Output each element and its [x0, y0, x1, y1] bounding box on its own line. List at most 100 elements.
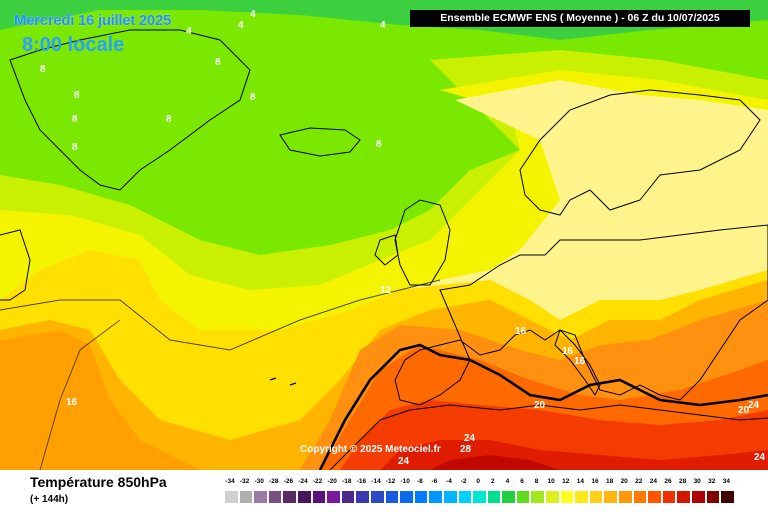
- label-20-b: 20: [738, 405, 750, 416]
- label-24-c: 24: [748, 400, 760, 411]
- temperature-legend: -34 -32 -30 -28 -26 -24 -22 -20 -18 -16 -14 -12 -10-…: [224, 478, 754, 510]
- label-24-d: 24: [754, 452, 766, 463]
- forecast-date: Mercredi 16 juillet 2025: [14, 12, 172, 29]
- greenland-coast: [9, 29, 251, 191]
- temperature-map: 4 4 4 4 8 8 8 8 8 8 8 8 12 16 16 16 16 2…: [0, 0, 768, 470]
- legend-swatch: [676, 490, 691, 504]
- label-8-b: 8: [74, 90, 80, 101]
- europe-coast: [394, 224, 768, 406]
- iceland-coast: [279, 127, 361, 157]
- legend-swatch: [691, 490, 706, 504]
- label-16-c: 16: [574, 356, 586, 367]
- legend-tick-label: 28: [678, 478, 687, 485]
- legend-swatch: [282, 490, 297, 504]
- label-20-a: 20: [534, 400, 546, 411]
- legend-swatch: [661, 490, 677, 504]
- scandinavia-coast: [519, 89, 761, 216]
- legend-ticks: -34 -32 -30 -28 -26 -24 -22 -20 -18 -16 -14 -12 -10-…: [224, 478, 754, 488]
- legend-tick-label: 4: [505, 478, 510, 485]
- legend-tick-label: -8: [416, 478, 423, 485]
- legend-swatch: [705, 490, 721, 504]
- legend-swatch: [574, 490, 589, 504]
- legend-swatch: [311, 490, 327, 504]
- legend-tick-label: 6: [520, 478, 524, 485]
- label-12: 12: [380, 285, 392, 296]
- legend-swatch: [472, 490, 487, 504]
- legend-tick-label: 22: [635, 478, 643, 485]
- legend-tick-label: 14: [576, 478, 585, 485]
- legend-swatch: [720, 490, 735, 504]
- legend-tick-label: 10: [547, 478, 555, 485]
- label-8-a: 8: [40, 64, 46, 75]
- legend-swatch: [369, 490, 385, 504]
- legend-tick-label: 12: [562, 478, 570, 485]
- legend-swatch: [296, 490, 312, 504]
- legend-swatch: [530, 490, 546, 504]
- legend-tick-label: -16: [356, 478, 367, 485]
- legend-tick-label: 24: [649, 478, 658, 485]
- legend-tick-label: -22: [312, 478, 323, 485]
- label-4-b: 4: [238, 20, 244, 31]
- footer-bar: Température 850hPa (+ 144h) -34 -32 -30 -28…: [0, 470, 768, 512]
- label-28: 28: [460, 444, 472, 455]
- legend-color-bar: [224, 490, 735, 504]
- label-16-b: 16: [562, 346, 574, 357]
- legend-tick-label: -6: [431, 478, 438, 485]
- italy-coast: [554, 329, 601, 396]
- legend-swatch: [632, 490, 648, 504]
- model-run-banner: Ensemble ECMWF ENS ( Moyenne ) - 06 Z du…: [410, 10, 750, 27]
- label-24-a: 24: [464, 433, 476, 444]
- ireland-coast: [374, 234, 399, 266]
- legend-swatch: [545, 490, 560, 504]
- legend-swatch: [399, 490, 414, 504]
- legend-tick-label: -34: [225, 478, 235, 485]
- label-4-a: 4: [250, 9, 256, 20]
- legend-swatch: [355, 490, 370, 504]
- legend-tick-label: 26: [664, 478, 672, 485]
- legend-swatch: [224, 490, 239, 504]
- legend-tick-label: 30: [693, 478, 701, 485]
- isotherm-20-thick: [318, 343, 768, 470]
- label-8-h: 8: [376, 139, 382, 150]
- legend-swatch: [413, 490, 429, 504]
- legend-tick-label: 34: [722, 478, 731, 485]
- legend-tick-label: -26: [283, 478, 294, 485]
- legend-swatch: [384, 490, 400, 504]
- isotherm-16: [39, 319, 121, 470]
- legend-tick-label: 32: [708, 478, 716, 485]
- legend-tick-label: 8: [534, 478, 539, 485]
- legend-tick-label: -4: [446, 478, 452, 485]
- label-4-c: 4: [186, 26, 192, 37]
- legend-tick-label: -30: [254, 478, 264, 485]
- legend-swatch: [253, 490, 268, 504]
- legend-tick-label: -20: [327, 478, 337, 485]
- label-16-a: 16: [515, 326, 527, 337]
- legend-swatch: [588, 490, 604, 504]
- variable-title: Température 850hPa: [30, 474, 167, 490]
- legend-swatch: [428, 490, 443, 504]
- band-26: [430, 455, 560, 470]
- legend-tick-label: 18: [605, 478, 614, 485]
- legend-swatch: [647, 490, 662, 504]
- copyright-notice: Copyright © 2025 Meteociel.fr: [300, 444, 441, 455]
- label-16-d: 16: [66, 397, 78, 408]
- legend-swatch: [267, 490, 283, 504]
- legend-swatch: [618, 490, 633, 504]
- africa-coast: [329, 404, 768, 470]
- label-8-f: 8: [250, 92, 256, 103]
- forecast-time: 8:00 locale: [22, 34, 125, 56]
- legend-tick-label: -18: [342, 478, 352, 485]
- label-8-g: 8: [166, 114, 172, 125]
- legend-tick-label: -28: [269, 478, 279, 485]
- legend-tick-label: -14: [371, 478, 381, 485]
- azores-islands: [269, 377, 297, 386]
- forecast-step: (+ 144h): [30, 494, 69, 505]
- legend-tick-label: -2: [460, 478, 467, 485]
- legend-swatch: [501, 490, 516, 504]
- label-8-c: 8: [72, 114, 78, 125]
- legend-tick-label: 20: [620, 478, 628, 485]
- label-24-b: 24: [398, 456, 410, 467]
- legend-swatch: [238, 490, 254, 504]
- legend-tick-label: -12: [385, 478, 396, 485]
- legend-swatch: [486, 490, 502, 504]
